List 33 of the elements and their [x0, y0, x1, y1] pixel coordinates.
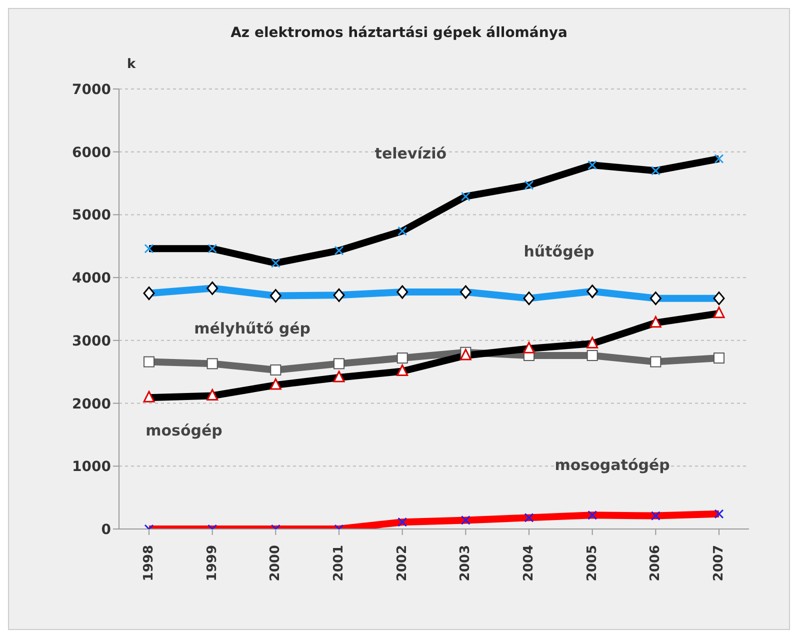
x-tick-label: 2005: [584, 545, 600, 582]
text: mosogatógép: [554, 456, 670, 474]
point: [396, 352, 408, 364]
x-tick-label: 2007: [712, 545, 726, 582]
text: televízió: [374, 144, 447, 162]
point: [206, 358, 218, 370]
y-tick-label: 5000: [72, 208, 112, 224]
y-tick-label: 6000: [72, 144, 112, 161]
x-tick-label: 2001: [332, 545, 346, 582]
x-tick-label: 1999: [204, 545, 220, 582]
point: [334, 358, 344, 370]
x-tick-label: 2006: [648, 545, 664, 582]
point: [586, 350, 598, 362]
y-tick-label: 0: [101, 522, 112, 538]
x-tick-label: 1998: [142, 545, 156, 582]
y-tick-label: 4000: [72, 270, 112, 287]
series-label: mosógép: [146, 422, 223, 440]
y-tick-label: 7000: [72, 82, 112, 98]
series-label: mélyhűtő gép: [194, 320, 311, 338]
x-tick-label: 2004: [522, 545, 536, 582]
series-label: hűtőgép: [524, 242, 594, 260]
y-axis-title: k: [127, 57, 136, 72]
chart-title: Az elektromos háztartási gépek állománya: [230, 25, 568, 41]
point: [144, 356, 154, 368]
x-tick-label: 2002: [394, 545, 410, 582]
x-tick-label: 2000: [268, 545, 284, 582]
point: [650, 356, 662, 368]
point: [714, 352, 724, 364]
x-tick-label: 2003: [458, 545, 474, 582]
y-tick-label: 3000: [72, 333, 112, 350]
y-tick-label: 2000: [72, 396, 112, 412]
y-tick-label: 1000: [72, 459, 112, 476]
point: [270, 364, 282, 376]
